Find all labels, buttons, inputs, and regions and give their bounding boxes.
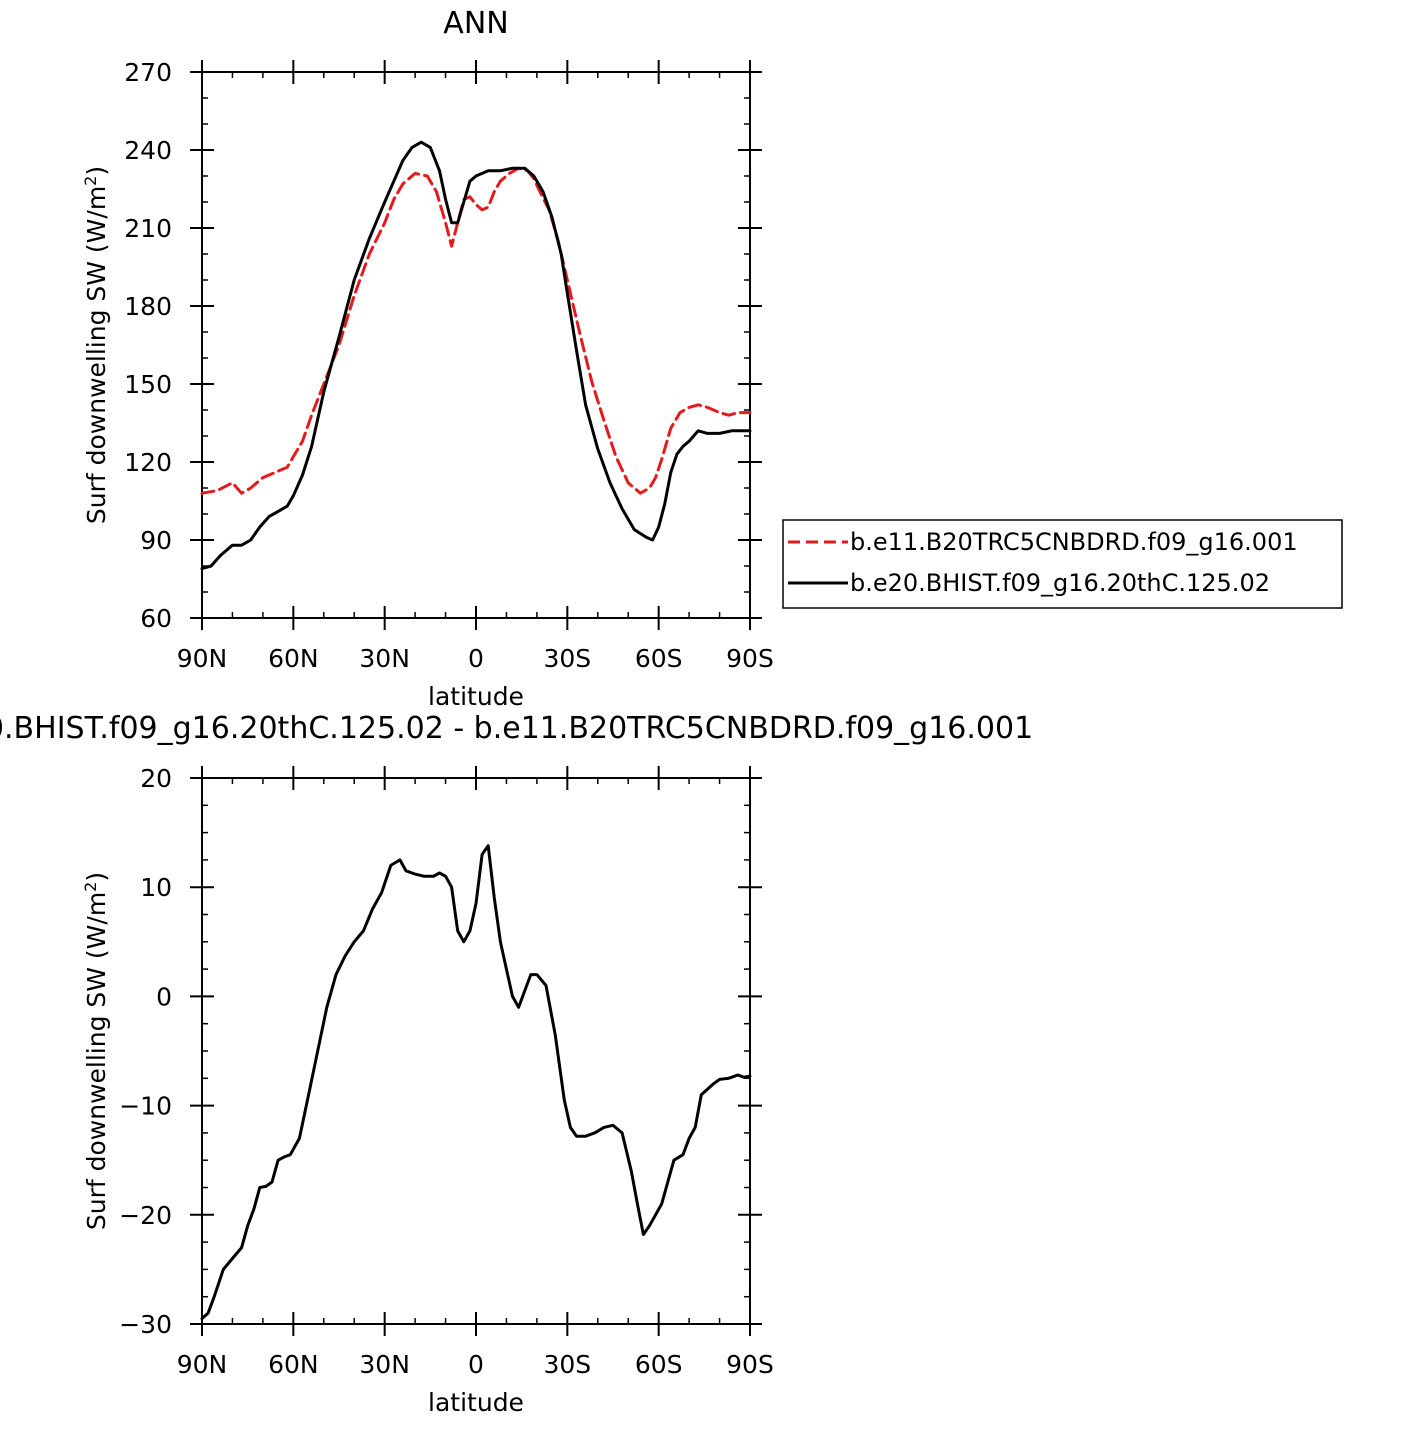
top-y-tick-label: 150 xyxy=(124,370,172,399)
bottom-panel: b.e20.BHIST.f09_g16.20thC.125.02 - b.e11… xyxy=(0,711,1033,1417)
bottom-x-tick-label: 90N xyxy=(177,1350,228,1379)
bottom-y-tick-label: 10 xyxy=(140,873,172,902)
top-chart-title: ANN xyxy=(443,6,508,41)
bottom-x-tick-label: 0 xyxy=(468,1350,484,1379)
bottom-x-tick-label: 90S xyxy=(726,1350,774,1379)
top-y-axis-label: Surf downwelling SW (W/m2) xyxy=(81,166,112,524)
top-x-tick-label: 30N xyxy=(359,644,410,673)
top-y-tick-label: 240 xyxy=(124,136,172,165)
bottom-y-axis-label-superscript: 2 xyxy=(81,882,100,892)
bottom-y-axis-label-close: ) xyxy=(82,872,111,882)
bottom-chart-title: b.e20.BHIST.f09_g16.20thC.125.02 - b.e11… xyxy=(0,711,1033,746)
legend-label-series-1: b.e11.B20TRC5CNBDRD.f09_g16.001 xyxy=(850,528,1298,556)
bottom-plot-frame xyxy=(201,777,751,1325)
bottom-plot-area: 90N 60N 30N 0 30S 60S 90S −30 −20 −10 0 10 20 xyxy=(119,764,774,1379)
top-x-tick-label: 90S xyxy=(726,644,774,673)
bottom-x-tick-label: 60S xyxy=(635,1350,683,1379)
top-x-axis-label: latitude xyxy=(428,682,524,711)
top-plot-frame xyxy=(201,71,751,619)
bottom-y-axis-label: Surf downwelling SW (W/m2) xyxy=(81,872,112,1230)
top-x-tick-label: 90N xyxy=(177,644,228,673)
legend: b.e11.B20TRC5CNBDRD.f09_g16.001 b.e20.BH… xyxy=(782,519,1343,609)
top-y-tick-label: 60 xyxy=(140,604,172,633)
top-x-tick-label: 60S xyxy=(635,644,683,673)
bottom-y-axis-label-main: Surf downwelling SW (W/m xyxy=(82,892,111,1230)
top-y-tick-label: 210 xyxy=(124,214,172,243)
bottom-y-tick-label: −30 xyxy=(119,1310,172,1339)
top-x-tick-label: 60N xyxy=(268,644,319,673)
bottom-x-tick-label: 30S xyxy=(543,1350,591,1379)
top-plot-area: 90N 60N 30N 0 30S 60S 90S 60 90 120 150 180 210 240 27… xyxy=(124,58,774,673)
top-x-tick-label: 0 xyxy=(468,644,484,673)
top-series-line-1 xyxy=(200,166,752,495)
top-y-axis-label-close: ) xyxy=(82,166,111,176)
top-series-line-2 xyxy=(200,140,752,571)
top-y-tick-label: 180 xyxy=(124,292,172,321)
top-y-axis-label-superscript: 2 xyxy=(81,176,100,186)
top-panel: ANN latitude Surf downwelling SW (W/m2) … xyxy=(81,6,774,711)
top-y-axis-label-main: Surf downwelling SW (W/m xyxy=(82,186,111,524)
bottom-series-line-1 xyxy=(200,844,752,1320)
top-y-tick-label: 120 xyxy=(124,448,172,477)
bottom-x-tick-label: 30N xyxy=(359,1350,410,1379)
top-x-tick-label: 30S xyxy=(543,644,591,673)
bottom-y-tick-label: −10 xyxy=(119,1092,172,1121)
legend-label-series-2: b.e20.BHIST.f09_g16.20thC.125.02 xyxy=(850,569,1270,597)
bottom-x-tick-label: 60N xyxy=(268,1350,319,1379)
top-y-tick-label: 270 xyxy=(124,58,172,87)
bottom-y-tick-label: −20 xyxy=(119,1201,172,1230)
legend-box xyxy=(782,519,1343,609)
bottom-y-tick-label: 0 xyxy=(156,982,172,1011)
bottom-y-tick-label: 20 xyxy=(140,764,172,793)
top-y-tick-label: 90 xyxy=(140,526,172,555)
bottom-x-axis-label: latitude xyxy=(428,1388,524,1417)
